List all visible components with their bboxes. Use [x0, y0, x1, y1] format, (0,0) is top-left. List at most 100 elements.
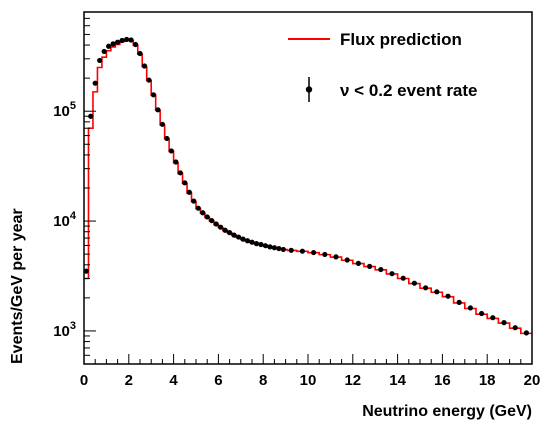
event-rate-point — [240, 236, 246, 242]
event-rate-marker — [115, 39, 121, 45]
event-rate-marker — [168, 148, 174, 154]
event-rate-point — [512, 325, 518, 331]
event-rate-point — [280, 246, 286, 253]
event-rate-point — [173, 159, 179, 165]
event-rate-marker — [434, 289, 440, 295]
event-rate-marker — [523, 330, 530, 336]
x-tick-label: 0 — [80, 372, 88, 389]
event-rate-point — [159, 121, 165, 127]
event-rate-point — [355, 260, 361, 266]
event-rate-marker — [164, 135, 170, 142]
event-rate-point — [200, 210, 206, 216]
event-rate-point — [244, 238, 251, 244]
event-rate-marker — [218, 224, 224, 230]
event-rate-point — [146, 77, 152, 83]
event-rate-marker — [150, 92, 157, 98]
event-rate-marker — [231, 232, 237, 238]
y-axis-title: Events/GeV per year — [9, 208, 26, 364]
event-rate-point — [389, 271, 395, 277]
x-tick-label: 12 — [344, 372, 361, 389]
event-rate-marker — [155, 107, 161, 113]
event-rate-marker — [240, 236, 246, 242]
event-rate-point — [195, 205, 201, 211]
event-rate-point — [209, 217, 215, 224]
event-rate-marker — [244, 238, 251, 244]
event-rate-point — [249, 239, 255, 245]
event-rate-marker — [258, 241, 264, 248]
event-rate-marker — [227, 230, 233, 236]
event-rate-marker — [204, 214, 210, 220]
event-rate-point — [467, 305, 473, 311]
event-rate-marker — [344, 257, 350, 263]
event-rate-marker — [322, 251, 328, 258]
event-rate-point — [83, 268, 89, 274]
event-rate-marker — [101, 48, 107, 55]
event-rate-marker — [271, 245, 277, 251]
event-rate-marker — [501, 320, 507, 326]
event-rate-marker — [173, 159, 179, 165]
event-rate-marker — [141, 63, 148, 69]
event-rate-point — [378, 266, 384, 273]
event-rate-point — [97, 57, 103, 64]
event-rate-point — [110, 41, 116, 47]
event-rate-point — [115, 39, 121, 45]
event-rate-marker — [445, 293, 451, 299]
event-rate-marker — [88, 113, 94, 119]
event-rate-marker — [119, 37, 125, 44]
event-rate-point — [106, 43, 112, 49]
event-rate-point — [191, 198, 197, 204]
event-rate-point — [400, 275, 406, 281]
event-rate-point — [92, 80, 98, 86]
event-rate-point — [88, 113, 94, 119]
event-rate-marker — [182, 180, 188, 186]
event-rate-marker — [467, 305, 473, 311]
event-rate-marker — [311, 249, 317, 256]
event-rate-marker — [267, 244, 273, 250]
event-rate-point — [137, 50, 143, 57]
event-rate-point — [213, 221, 219, 227]
event-rate-marker — [280, 246, 286, 253]
event-rate-marker — [253, 241, 260, 247]
event-rate-point — [456, 299, 462, 305]
event-rate-point — [164, 135, 170, 142]
event-rate-marker — [490, 315, 496, 321]
event-rate-point — [271, 245, 277, 251]
x-axis: 0 2 4 6 8 10 12 14 16 18 20 — [80, 354, 541, 389]
event-rate-point — [299, 248, 305, 254]
event-rate-marker — [378, 266, 384, 273]
event-rate-marker — [389, 271, 395, 277]
event-rate-marker — [146, 77, 152, 83]
event-rate-marker — [137, 50, 143, 57]
event-rate-point — [222, 227, 228, 233]
event-rate-marker — [200, 210, 206, 216]
event-rate-point — [182, 180, 188, 186]
event-rate-point — [101, 48, 107, 55]
event-rate-marker — [123, 36, 130, 43]
event-rate-point — [186, 189, 192, 195]
event-rate-marker — [249, 239, 255, 245]
x-tick-label: 4 — [169, 372, 178, 389]
event-rate-marker — [195, 205, 201, 211]
event-rate-marker — [512, 325, 518, 331]
event-rate-point — [288, 247, 294, 253]
event-rate-point — [204, 214, 210, 220]
event-rate-marker — [235, 234, 242, 240]
event-rate-marker — [92, 80, 98, 86]
x-tick-label: 14 — [389, 372, 406, 389]
event-rate-point — [231, 232, 237, 238]
event-rate-point — [344, 257, 350, 263]
x-tick-label: 20 — [524, 372, 541, 389]
x-axis-title: Neutrino energy (GeV) — [362, 403, 532, 420]
event-rate-point — [276, 245, 282, 252]
event-rate-marker — [333, 254, 339, 260]
legend-flux-label: Flux prediction — [340, 30, 462, 49]
x-tick-label: 16 — [434, 372, 451, 389]
event-rate-point — [218, 224, 224, 230]
event-rate-marker — [456, 299, 462, 305]
event-rate-marker — [97, 57, 103, 64]
event-rate-point — [123, 36, 130, 43]
x-tick-label: 2 — [125, 372, 133, 389]
